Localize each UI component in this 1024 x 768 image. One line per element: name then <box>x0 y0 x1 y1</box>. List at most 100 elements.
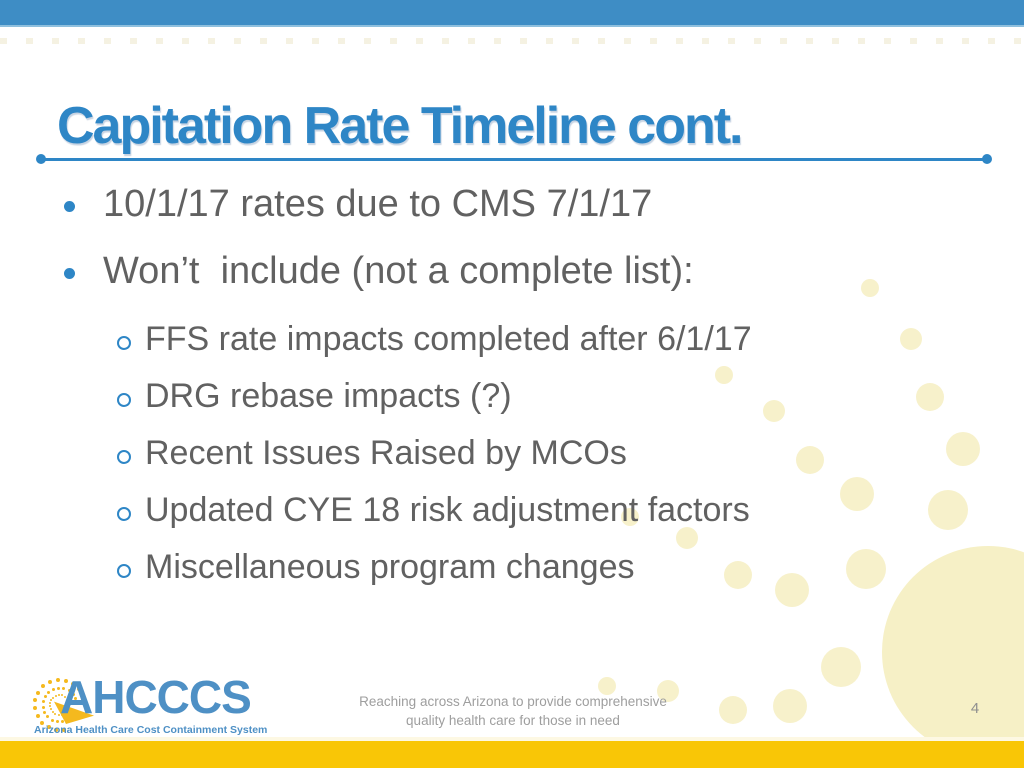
logo-burst-dot <box>35 713 40 718</box>
sunburst-dot <box>775 573 810 608</box>
sunburst-dot <box>845 548 886 589</box>
sub-bullet-item: Updated CYE 18 risk adjustment factors <box>0 482 1000 539</box>
bullet-text: DRG rebase impacts (?) <box>145 377 512 415</box>
logo-burst-dot <box>50 708 52 711</box>
bullet-dot-icon <box>64 268 75 279</box>
footer-accent-bar <box>0 741 1024 768</box>
title-underline <box>43 158 988 161</box>
logo-burst-dot <box>41 705 45 709</box>
sub-bullet-item: FFS rate impacts completed after 6/1/17 <box>0 311 1000 368</box>
bullet-item: 10/1/17 rates due to CMS 7/1/17 <box>0 171 1000 238</box>
sunburst-dot <box>723 560 752 589</box>
sunburst-dot <box>620 508 639 527</box>
bullet-text: Updated CYE 18 risk adjustment factors <box>145 491 750 529</box>
logo-burst-dot <box>49 702 52 705</box>
logo-burst-dot <box>67 689 71 693</box>
logo-burst-dot <box>71 681 76 686</box>
logo-burst-dot <box>68 700 71 703</box>
bullet-circle-icon <box>117 563 131 578</box>
logo-burst-dot <box>58 694 61 697</box>
logo-burst-dot <box>81 694 86 699</box>
logo-burst-dot <box>62 727 67 732</box>
sunburst-dot <box>795 445 824 474</box>
logo-burst-dot <box>43 710 47 714</box>
footer-motto: Reaching across Arizona to provide compr… <box>313 692 713 730</box>
logo-burst-dot <box>55 678 60 683</box>
bullet-circle-icon <box>117 392 131 407</box>
logo-burst-dot <box>48 680 53 685</box>
bullet-text: Recent Issues Raised by MCOs <box>145 434 627 472</box>
bullet-item: Won’t include (not a complete list): <box>0 238 1000 305</box>
sunburst-dot <box>714 365 733 384</box>
sunburst-dot <box>915 382 944 411</box>
bullet-text: Won’t include (not a complete list): <box>103 250 694 292</box>
logo-burst-dot <box>54 712 57 715</box>
logo-burst-dot <box>52 696 55 699</box>
sunburst-dot <box>928 489 968 530</box>
logo-burst-dot <box>36 690 41 695</box>
logo-burst-dot <box>61 720 65 724</box>
top-accent-bar <box>0 0 1024 27</box>
logo-burst-dot <box>43 695 47 699</box>
logo-burst-dot <box>64 695 67 698</box>
sunburst-dot <box>820 646 861 687</box>
logo-burst-dot <box>57 713 60 716</box>
bullet-circle-icon <box>117 506 131 521</box>
footer-cream-line <box>0 737 1024 741</box>
sunburst-dot <box>773 688 808 723</box>
logo-burst-dot <box>50 718 54 722</box>
page-title: Capitation Rate Timeline cont. <box>57 97 743 155</box>
logo-burst-dot <box>55 694 57 697</box>
footer-motto-line1: Reaching across Arizona to provide compr… <box>359 694 667 709</box>
logo-burst-dot <box>66 697 69 700</box>
sunburst-dot <box>945 431 980 466</box>
logo-burst-dot <box>41 684 46 689</box>
underline-dot-right-icon <box>982 154 992 164</box>
sunburst-dot <box>657 680 680 703</box>
sunburst-dot <box>597 676 616 695</box>
logo-burst-dot <box>40 720 45 725</box>
sunburst-dot <box>899 328 922 351</box>
underline-dot-left-icon <box>36 154 46 164</box>
sub-bullet-item: Miscellaneous program changes <box>0 539 1000 596</box>
bullet-circle-icon <box>117 335 131 350</box>
logo-burst-dot <box>54 727 59 732</box>
sunburst-dot <box>763 400 786 423</box>
bullet-list: 10/1/17 rates due to CMS 7/1/17 Won’t inc… <box>0 171 1000 596</box>
logo-burst-dot <box>61 694 64 697</box>
ahcccs-logo: AHCCCS Arizona Health Care Cost Containm… <box>28 671 268 740</box>
logo-tagline: Arizona Health Care Cost Containment Sys… <box>34 724 268 736</box>
bullet-dot-icon <box>64 201 75 212</box>
logo-text: AHCCCS <box>60 671 252 723</box>
sunburst-dot <box>860 278 879 297</box>
logo-burst-dot <box>46 725 51 730</box>
logo-sunburst-icon <box>28 672 98 740</box>
logo-burst-dot <box>74 697 78 701</box>
bullet-circle-icon <box>117 449 131 464</box>
sunburst-dot <box>675 527 698 550</box>
logo-burst-dot <box>47 690 51 694</box>
sub-bullet-item: Recent Issues Raised by MCOs <box>0 425 1000 482</box>
logo-burst-dot <box>55 720 59 724</box>
sunburst-dot <box>718 696 747 725</box>
dashed-accent-strip <box>0 38 1024 44</box>
sub-bullet-item: DRG rebase impacts (?) <box>0 368 1000 425</box>
logo-burst-dot <box>51 711 54 713</box>
logo-burst-dot <box>49 705 52 708</box>
logo-burst-dot <box>46 715 50 719</box>
logo-burst-dot <box>71 692 75 696</box>
logo-burst-dot <box>51 687 55 691</box>
logo-burst-dot <box>62 686 66 690</box>
sunburst-dot <box>839 477 874 512</box>
logo-burst-dot <box>63 678 68 683</box>
bullet-text: FFS rate impacts completed after 6/1/17 <box>145 320 752 358</box>
logo-burst-dot <box>41 700 45 704</box>
page-number: 4 <box>970 700 980 717</box>
bullet-text: Miscellaneous program changes <box>145 548 635 586</box>
footer-motto-line2: quality health care for those in need <box>406 713 620 728</box>
logo-burst-dot <box>33 698 38 703</box>
logo-burst-dot <box>57 686 61 690</box>
logo-burst-dot <box>33 706 38 711</box>
